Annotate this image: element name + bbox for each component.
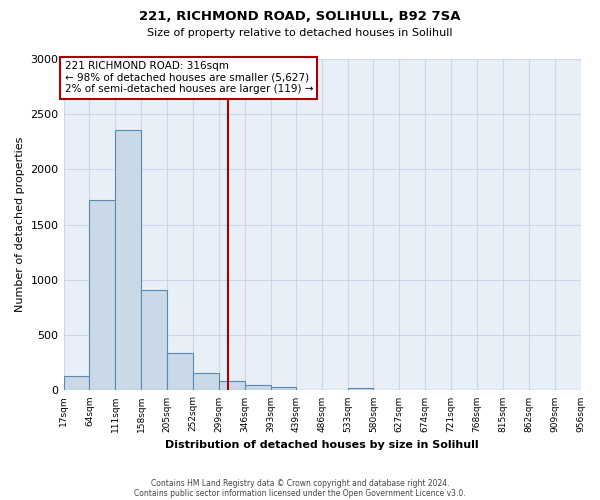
Bar [64, 376, 89, 390]
Bar [115, 130, 141, 390]
X-axis label: Distribution of detached houses by size in Solihull: Distribution of detached houses by size … [165, 440, 479, 450]
Y-axis label: Number of detached properties: Number of detached properties [15, 137, 25, 312]
Bar [347, 388, 373, 390]
Bar [141, 290, 167, 390]
Bar [219, 381, 245, 390]
Bar [167, 353, 193, 391]
Text: Contains public sector information licensed under the Open Government Licence v3: Contains public sector information licen… [134, 488, 466, 498]
Text: Size of property relative to detached houses in Solihull: Size of property relative to detached ho… [147, 28, 453, 38]
Bar [245, 385, 271, 390]
Text: 221 RICHMOND ROAD: 316sqm
← 98% of detached houses are smaller (5,627)
2% of sem: 221 RICHMOND ROAD: 316sqm ← 98% of detac… [65, 61, 313, 94]
Text: Contains HM Land Registry data © Crown copyright and database right 2024.: Contains HM Land Registry data © Crown c… [151, 478, 449, 488]
Bar [271, 387, 296, 390]
Bar [89, 200, 115, 390]
Bar [193, 373, 219, 390]
Text: 221, RICHMOND ROAD, SOLIHULL, B92 7SA: 221, RICHMOND ROAD, SOLIHULL, B92 7SA [139, 10, 461, 23]
